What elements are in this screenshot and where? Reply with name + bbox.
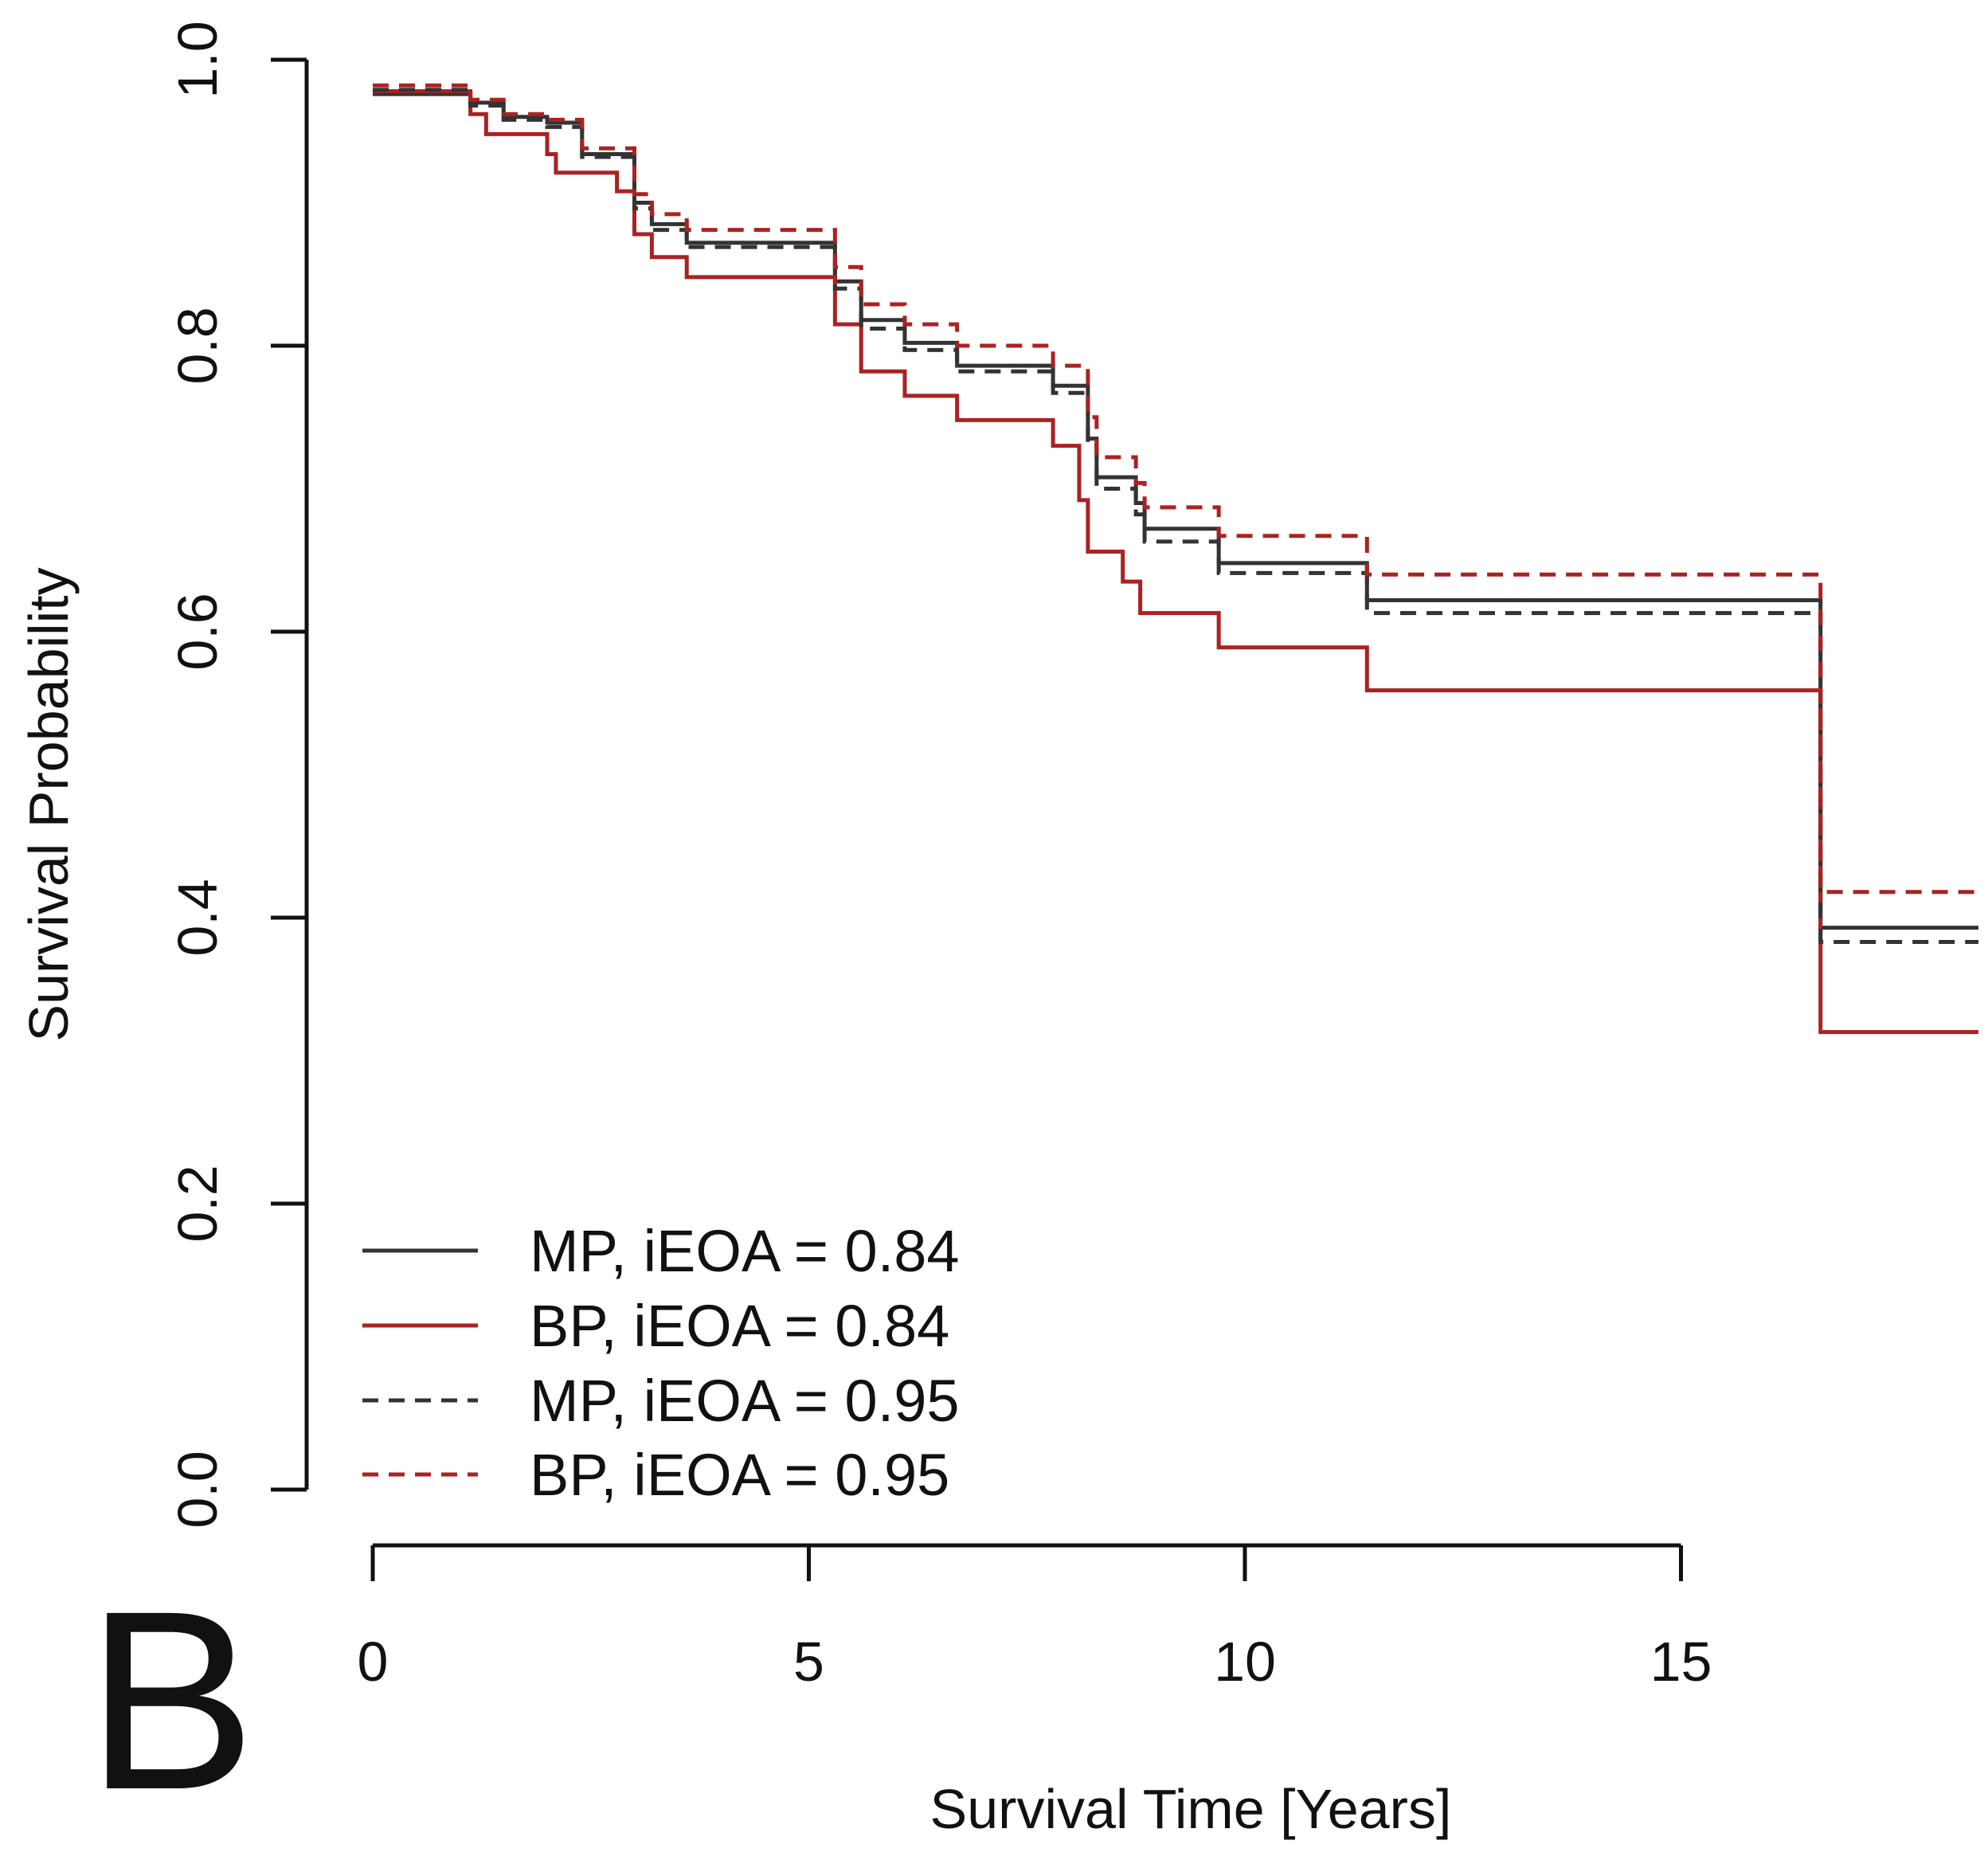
y-axis-title: Survival Probability: [18, 567, 80, 1041]
series-line: [373, 92, 1978, 930]
x-axis-title: Survival Time [Years]: [930, 1778, 1452, 1840]
y-axis: 0.0 0.2 0.4 0.6 0.8 1.0: [166, 21, 309, 1529]
panel-label: B: [86, 1557, 256, 1842]
legend-label-bp-084: BP, iEOA = 0.84: [530, 1293, 949, 1359]
legend: MP, iEOA = 0.84 BP, iEOA = 0.84 MP, iEOA…: [362, 1218, 960, 1508]
series-line: [373, 83, 1978, 895]
x-tick-label: 10: [1214, 1631, 1276, 1693]
y-tick-label: 0.0: [166, 1451, 229, 1528]
x-tick-label: 15: [1650, 1631, 1712, 1693]
x-tick-label: 5: [793, 1631, 824, 1693]
legend-label-mp-095: MP, iEOA = 0.95: [530, 1368, 960, 1434]
y-tick-label: 1.0: [166, 21, 229, 98]
y-tick-label: 0.4: [166, 879, 229, 956]
legend-label-bp-095: BP, iEOA = 0.95: [530, 1442, 949, 1508]
legend-label-mp-084: MP, iEOA = 0.84: [530, 1218, 960, 1284]
y-tick-label: 0.2: [166, 1165, 229, 1242]
y-tick-label: 0.8: [166, 307, 229, 384]
y-tick-label: 0.6: [166, 593, 229, 670]
x-tick-label: 0: [358, 1631, 389, 1693]
series-line: [373, 88, 1978, 1035]
plot-area: [373, 83, 1978, 1035]
series-line: [373, 88, 1978, 945]
x-axis: 0 5 10 15: [358, 1543, 1712, 1693]
